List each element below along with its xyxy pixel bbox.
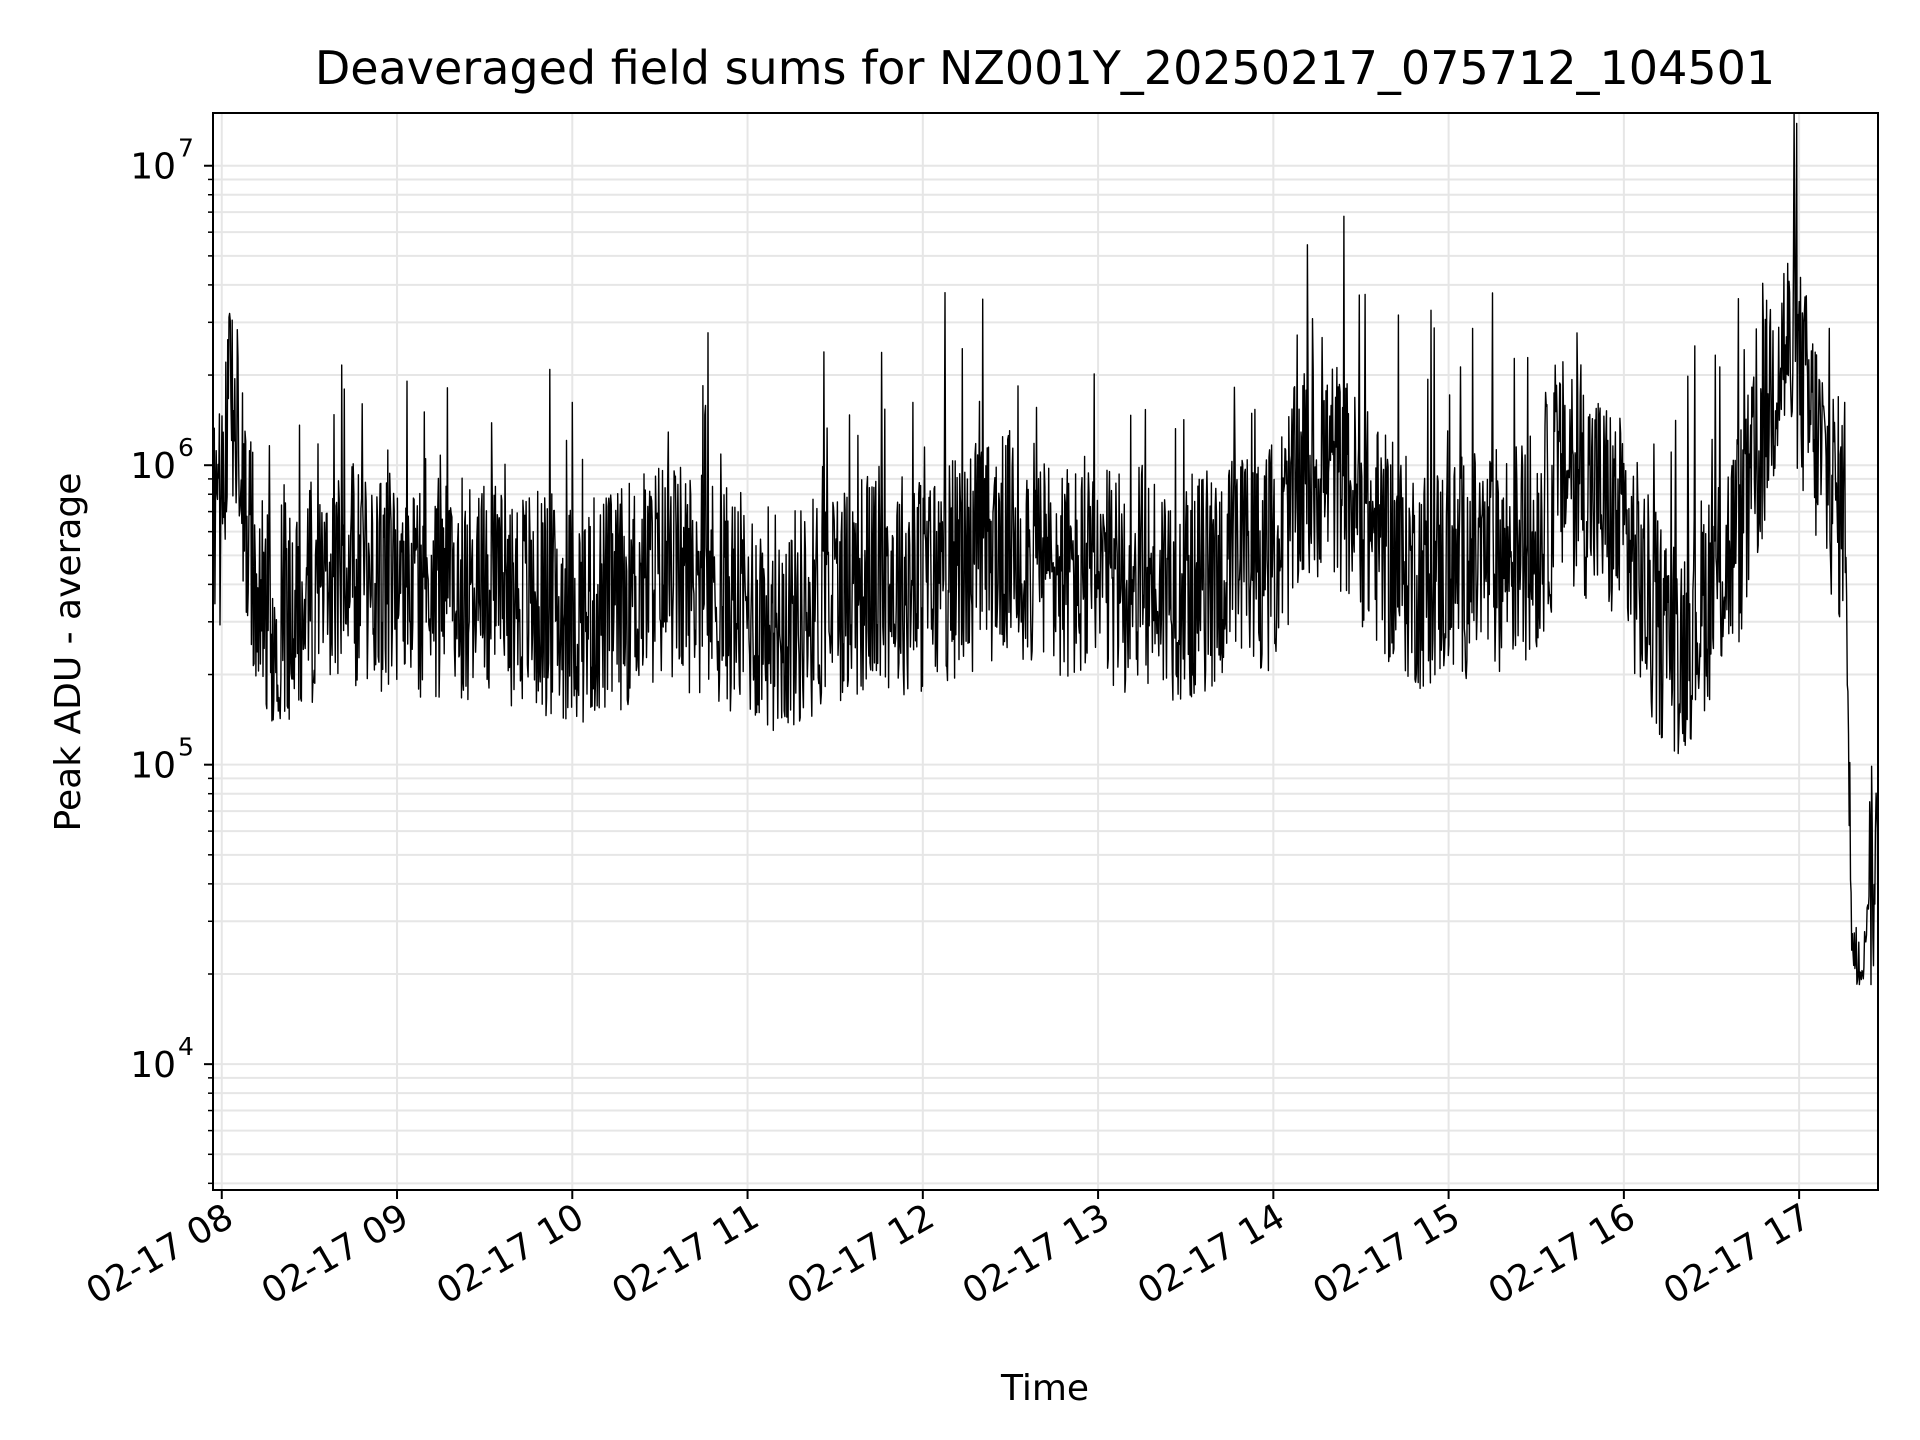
y-tick-label-exponent: 7 [178, 134, 194, 163]
y-tick-label-base: 10 [130, 147, 176, 188]
y-tick-label: 10 4 [130, 1032, 194, 1086]
y-tick-label-base: 10 [130, 746, 176, 787]
y-tick-label-exponent: 6 [178, 433, 194, 462]
series-line-0 [212, 112, 1879, 986]
y-tick-label: 10 6 [130, 433, 194, 487]
y-tick-label-base: 10 [130, 1045, 176, 1086]
plot-frame [212, 112, 1879, 1191]
y-axis-label: Peak ADU - average [48, 473, 89, 832]
y-tick-label-exponent: 4 [178, 1032, 194, 1061]
y-tick-label-exponent: 5 [178, 733, 194, 762]
x-axis-label: Time [1000, 1368, 1089, 1409]
y-tick-label: 10 5 [130, 733, 194, 787]
chart-title: Deaveraged field sums for NZ001Y_2025021… [315, 41, 1775, 95]
y-tick-label-base: 10 [130, 446, 176, 487]
y-tick-label: 10 7 [130, 134, 194, 188]
